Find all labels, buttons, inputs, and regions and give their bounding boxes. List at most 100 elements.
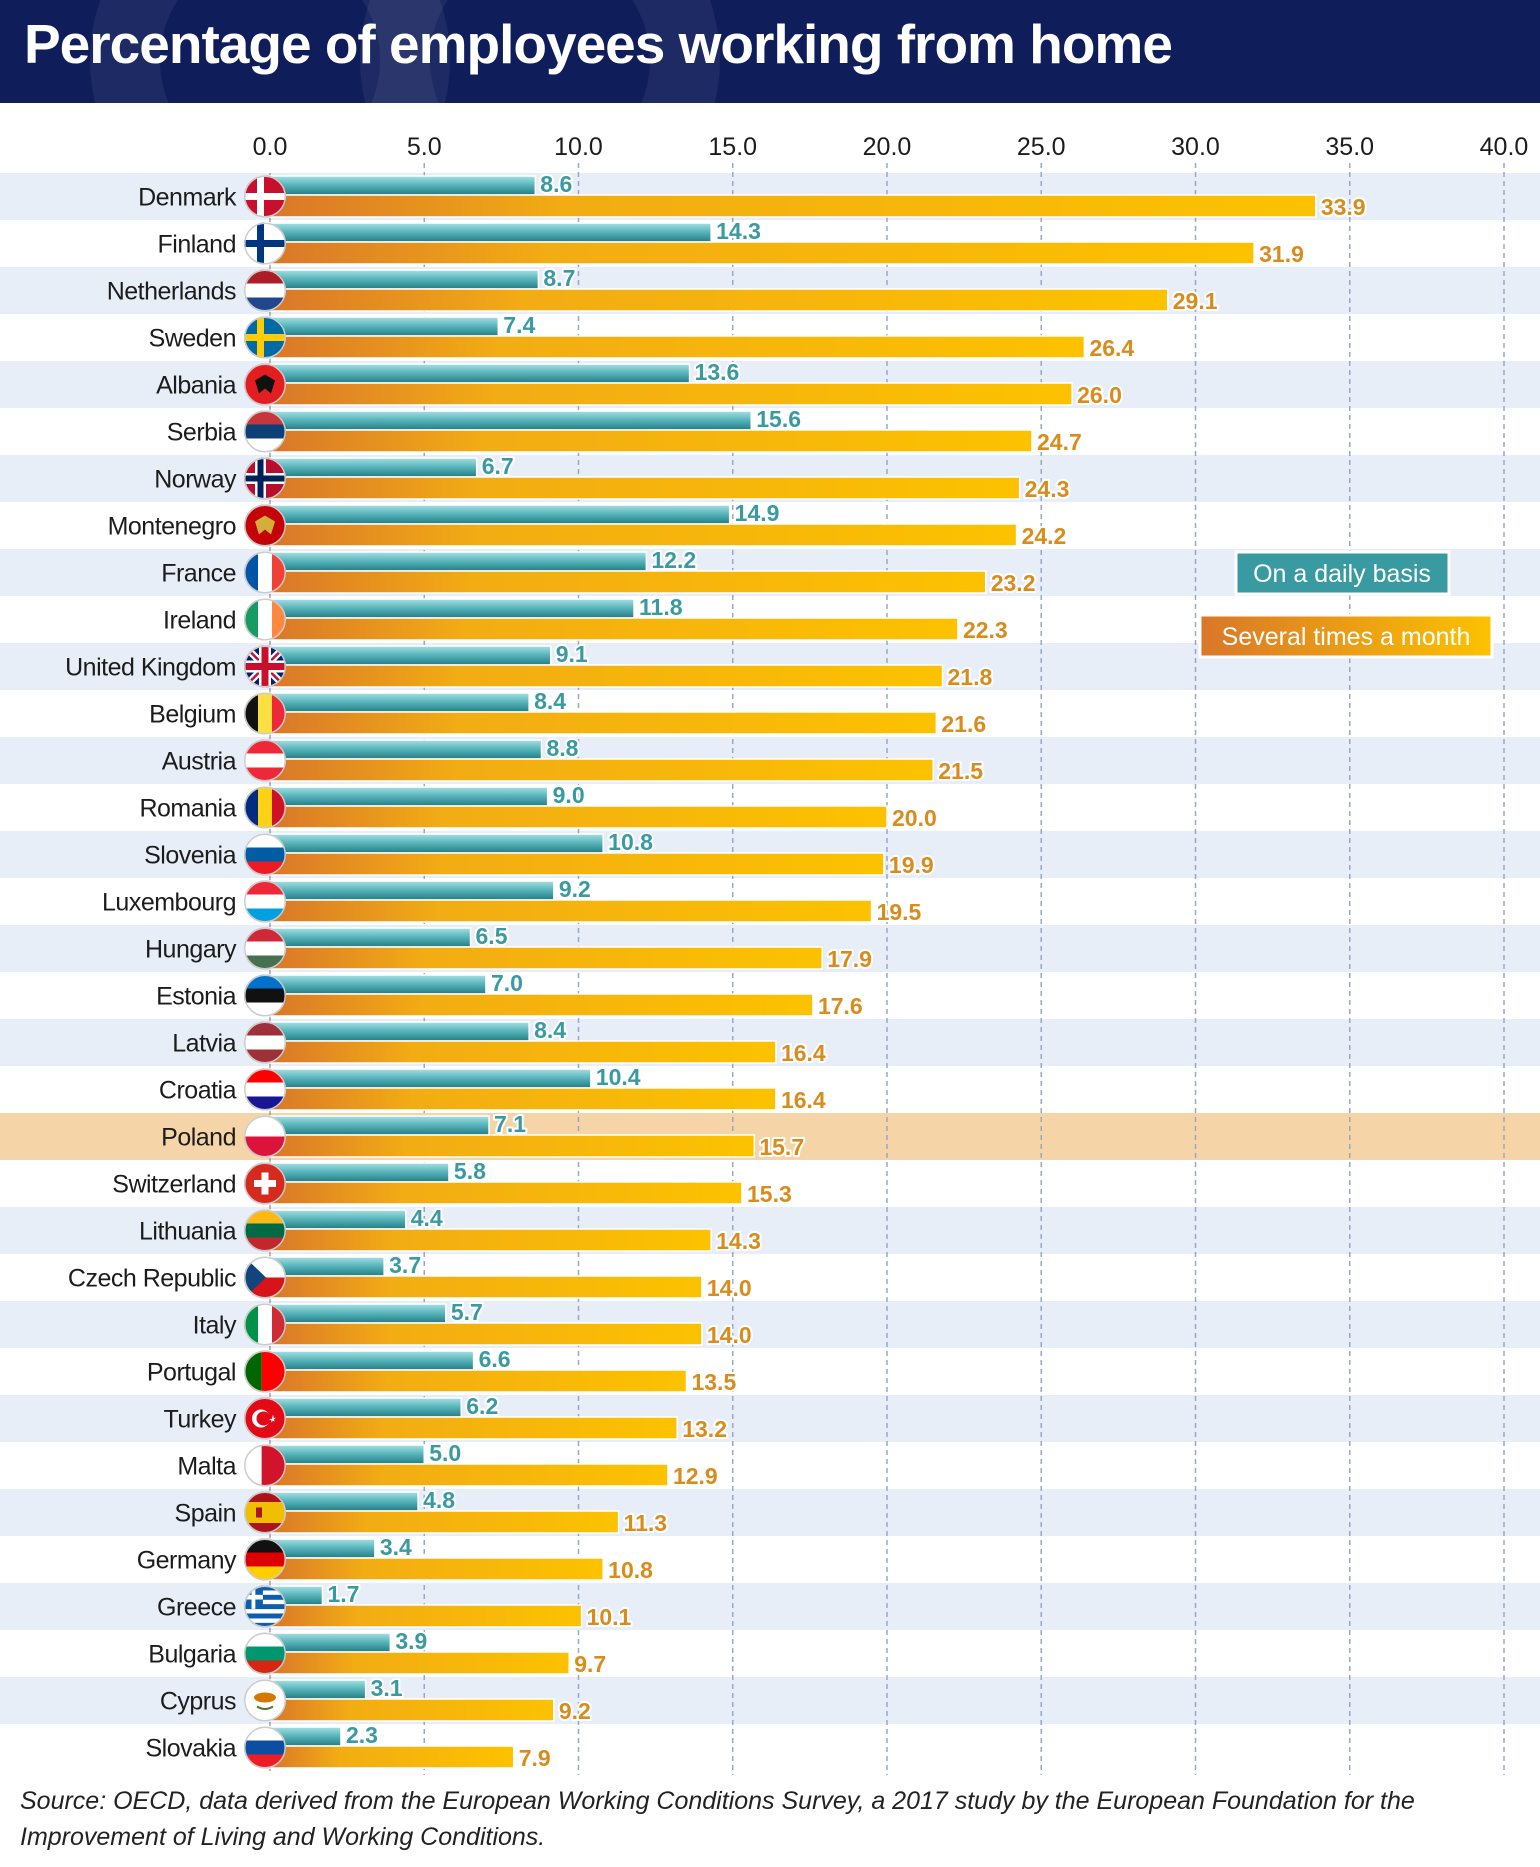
daily-value-label: 3.9 (395, 1628, 427, 1654)
monthly-value-label: 24.2 (1022, 523, 1067, 549)
flag-cyprus-border (244, 1679, 286, 1722)
flag-part (244, 1256, 266, 1299)
daily-bar (269, 1021, 530, 1042)
monthly-bar (269, 1416, 678, 1440)
monthly-value-label: 26.4 (1089, 335, 1134, 361)
daily-bar (269, 551, 648, 572)
category-label: Malta (177, 1453, 236, 1481)
flag-serbia-border (244, 410, 286, 453)
category-label: Slovenia (144, 842, 236, 870)
daily-value-label: 14.3 (716, 218, 761, 244)
flag-estonia-border (244, 974, 286, 1017)
monthly-bar (269, 335, 1086, 359)
monthly-value-label: 22.3 (963, 617, 1008, 643)
flag-croatia-border (244, 1068, 286, 1111)
flag-latvia-border (244, 1021, 286, 1064)
category-label: Slovakia (146, 1735, 237, 1763)
flag-czech-republic-icon (244, 1256, 286, 1299)
daily-value-label: 9.0 (553, 782, 585, 808)
flag-part (256, 1411, 271, 1426)
category-label: Luxembourg (102, 889, 236, 917)
category-label: Ireland (163, 607, 236, 635)
monthly-bar (269, 570, 987, 594)
daily-bar (269, 692, 530, 713)
flag-montenegro-border (244, 504, 286, 547)
monthly-bar (269, 1604, 583, 1628)
daily-bar (269, 1256, 385, 1277)
daily-bar (269, 974, 487, 995)
flag-part (269, 1414, 276, 1423)
flag-part (244, 1740, 286, 1755)
daily-value-label: 9.1 (556, 641, 588, 667)
monthly-bar (269, 1228, 712, 1252)
flag-part (256, 1705, 274, 1710)
monthly-value-label: 14.0 (707, 1322, 752, 1348)
monthly-bar (269, 1275, 703, 1299)
category-label: Croatia (159, 1077, 237, 1105)
monthly-bar (269, 852, 885, 876)
daily-value-label: 7.1 (494, 1111, 526, 1137)
category-label: Estonia (156, 983, 236, 1011)
category-label: Cyprus (160, 1688, 236, 1716)
category-label: Germany (137, 1547, 237, 1575)
category-label: Turkey (164, 1406, 237, 1434)
monthly-bar (269, 805, 888, 829)
monthly-bar (269, 1040, 777, 1064)
monthly-bar (269, 194, 1317, 218)
monthly-bar (269, 1698, 555, 1722)
daily-value-label: 5.0 (429, 1440, 461, 1466)
monthly-bar (269, 711, 938, 735)
x-tick-label: 15.0 (708, 133, 757, 161)
flag-ireland-border (244, 598, 286, 641)
flag-greece-border (244, 1585, 286, 1628)
monthly-bar (269, 1745, 515, 1769)
flag-part (244, 193, 286, 200)
daily-bar (269, 1162, 450, 1183)
monthly-bar (269, 1322, 703, 1346)
daily-bar (269, 1538, 376, 1559)
flag-part (254, 1692, 276, 1703)
category-label: Norway (154, 466, 237, 494)
x-tick-label: 25.0 (1017, 133, 1066, 161)
flag-part (256, 1507, 262, 1518)
title-bar: Percentage of employees working from hom… (0, 0, 1540, 103)
flag-part (244, 240, 286, 247)
legend-daily-swatch (1234, 550, 1451, 596)
daily-value-label: 6.5 (476, 923, 508, 949)
flag-slovenia-border (244, 833, 286, 876)
category-label: Romania (139, 795, 236, 823)
monthly-bar (269, 946, 823, 970)
flag-turkey-border (244, 1397, 286, 1440)
x-tick-label: 35.0 (1325, 133, 1374, 161)
x-tick-label: 5.0 (407, 133, 442, 161)
flag-part (244, 424, 286, 439)
flag-part (244, 1136, 286, 1158)
monthly-value-label: 12.9 (673, 1463, 718, 1489)
daily-value-label: 4.8 (423, 1487, 455, 1513)
category-label: Albania (156, 372, 236, 400)
flag-part (258, 692, 273, 735)
daily-value-label: 8.7 (543, 265, 575, 291)
x-tick-label: 40.0 (1480, 133, 1529, 161)
flag-poland-icon (244, 1115, 286, 1158)
flag-part (244, 753, 286, 768)
category-label: Austria (162, 748, 237, 776)
monthly-bar (269, 993, 814, 1017)
flag-france-border (244, 551, 286, 594)
category-label: Belgium (149, 701, 236, 729)
x-axis-ticks: 0.0 5.0 10.0 15.0 20.0 25.0 30.0 35.0 40.0 (253, 133, 1529, 161)
x-tick-label: 30.0 (1171, 133, 1220, 161)
monthly-value-label: 15.3 (747, 1181, 792, 1207)
monthly-value-label: 10.8 (608, 1557, 653, 1583)
flag-part (244, 1115, 286, 1137)
daily-value-label: 1.7 (327, 1581, 359, 1607)
monthly-value-label: 21.5 (938, 758, 983, 784)
legend: On a daily basis Several times a month (1198, 550, 1494, 659)
monthly-value-label: 33.9 (1321, 194, 1366, 220)
monthly-bar (269, 382, 1073, 406)
daily-bar (269, 1632, 392, 1653)
flag-finland-border (244, 222, 286, 265)
monthly-value-label: 24.7 (1037, 429, 1082, 455)
monthly-value-label: 11.3 (624, 1510, 668, 1536)
category-label: France (161, 560, 236, 588)
